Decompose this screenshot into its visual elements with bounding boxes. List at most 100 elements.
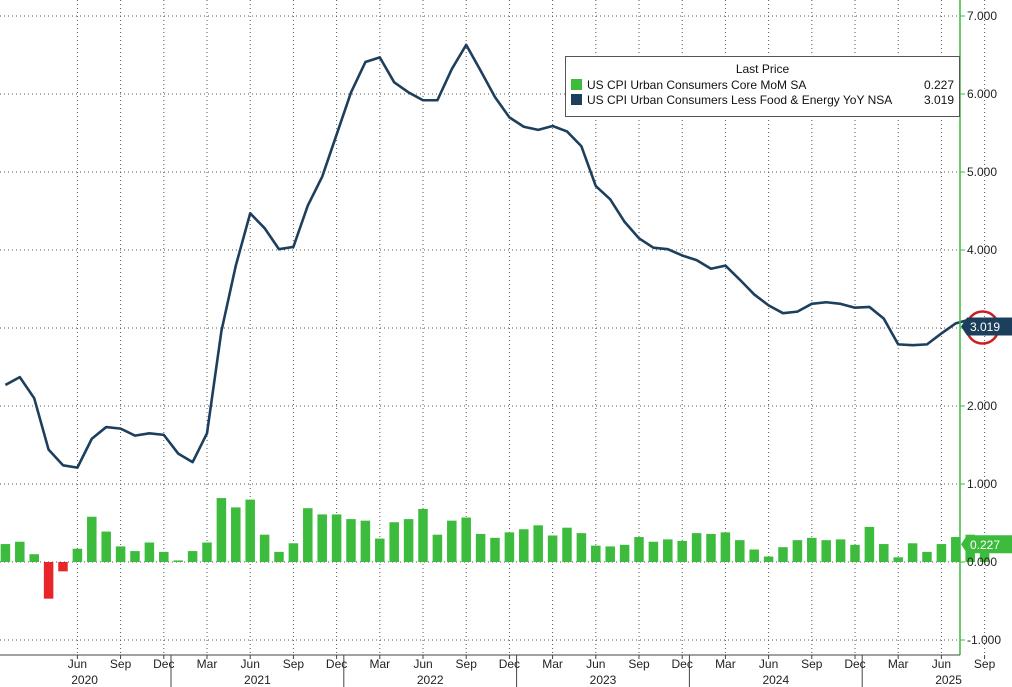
legend-swatch [571, 94, 582, 105]
y-tick-label: -1.000 [967, 633, 1001, 647]
bar [216, 498, 227, 562]
bar [29, 554, 39, 562]
bar [43, 562, 54, 599]
legend-entry-value: 3.019 [923, 92, 954, 107]
bar [634, 537, 644, 562]
bar [893, 557, 903, 562]
bar [447, 520, 457, 562]
bar [850, 544, 860, 562]
bar [677, 540, 687, 562]
bar [173, 560, 183, 562]
bar [15, 541, 25, 562]
legend-entry-name: US CPI Urban Consumers Core MoM SA [587, 77, 807, 92]
bar [864, 526, 875, 562]
year-label: 2021 [244, 673, 271, 687]
x-tick-label: Sep [628, 657, 650, 671]
bar [418, 508, 428, 562]
bar [115, 546, 126, 562]
x-tick-label: Dec [499, 657, 520, 671]
x-tick-label: Dec [326, 657, 347, 671]
year-label: 2025 [935, 673, 962, 687]
x-axis: Jun Sep Dec Mar Jun Sep Dec Mar Jun Sep Dec Mar Jun S… [0, 654, 996, 687]
bar [375, 538, 385, 562]
x-tick-label: Dec [844, 657, 865, 671]
bar [403, 519, 414, 562]
y-tick-label: 7.000 [967, 9, 997, 23]
bar [591, 545, 601, 562]
y-tick-label: 2.000 [967, 399, 997, 413]
legend-swatch [571, 79, 582, 90]
bar [87, 516, 97, 562]
x-tick-label: Mar [715, 657, 736, 671]
year-label: 2024 [762, 673, 789, 687]
bar [763, 556, 774, 562]
x-tick-label: Sep [801, 657, 823, 671]
bar [360, 520, 371, 562]
y-tick-label: 6.000 [967, 87, 997, 101]
x-tick-label: Jun [413, 657, 432, 671]
x-tick-label: Jun [68, 657, 87, 671]
x-tick-label: Dec [672, 657, 693, 671]
bar [648, 541, 659, 562]
bar [490, 537, 500, 562]
line-series [4, 43, 986, 469]
x-tick-label: Dec [153, 657, 174, 671]
x-tick-label: Mar [888, 657, 909, 671]
bar [720, 532, 731, 562]
bar [749, 549, 759, 562]
year-label: 2020 [71, 673, 98, 687]
bar [547, 535, 558, 562]
bar [519, 529, 529, 562]
bar [504, 532, 515, 562]
bar [807, 537, 817, 562]
bar [317, 514, 327, 562]
legend-entry-name: US CPI Urban Consumers Less Food & Energ… [587, 92, 893, 107]
bar [922, 551, 932, 562]
bar [202, 542, 212, 562]
year-label: 2023 [590, 673, 617, 687]
bar [58, 562, 68, 572]
bar [936, 544, 947, 562]
bar [619, 544, 630, 562]
legend-entry-value: 0.227 [923, 77, 954, 92]
y-tick-label: 4.000 [967, 243, 997, 257]
bar [274, 551, 284, 562]
bar [663, 539, 673, 562]
bar [792, 540, 803, 562]
x-tick-label: Mar [542, 657, 563, 671]
last-value-markers: 3.019 0.227 [961, 310, 1012, 554]
x-tick-label: Sep [456, 657, 478, 671]
bar [907, 543, 918, 562]
bar [835, 539, 846, 562]
x-tick-label: Sep [110, 657, 132, 671]
bar [245, 499, 255, 562]
bar [303, 508, 313, 562]
legend-entry-core-mom: US CPI Urban Consumers Core MoM SA 0.227 [566, 77, 959, 92]
bar [562, 527, 572, 562]
bar [432, 534, 443, 562]
bar [735, 540, 745, 562]
grid [0, 0, 986, 655]
bar [346, 519, 356, 562]
legend-entry-core-yoy: US CPI Urban Consumers Less Food & Energ… [566, 92, 959, 107]
mom-last-value-tag-label: 0.227 [970, 538, 1000, 552]
bar [389, 522, 399, 562]
bar [605, 546, 615, 562]
x-tick-label: Jun [759, 657, 778, 671]
y-tick-label: 0.000 [967, 555, 997, 569]
bar [576, 533, 587, 562]
bar [331, 514, 342, 562]
bar [187, 551, 198, 562]
legend-title: Last Price [735, 62, 790, 76]
x-tick-label: Sep [974, 657, 996, 671]
legend: Last Price US CPI Urban Consumers Core M… [565, 56, 960, 117]
bar [951, 537, 961, 562]
bar [475, 533, 486, 562]
bar [144, 542, 155, 562]
bar-series [0, 498, 990, 599]
bar [706, 533, 716, 562]
line-path [4, 43, 986, 469]
bar [288, 543, 299, 562]
yoy-last-value-tag-label: 3.019 [970, 320, 1000, 334]
